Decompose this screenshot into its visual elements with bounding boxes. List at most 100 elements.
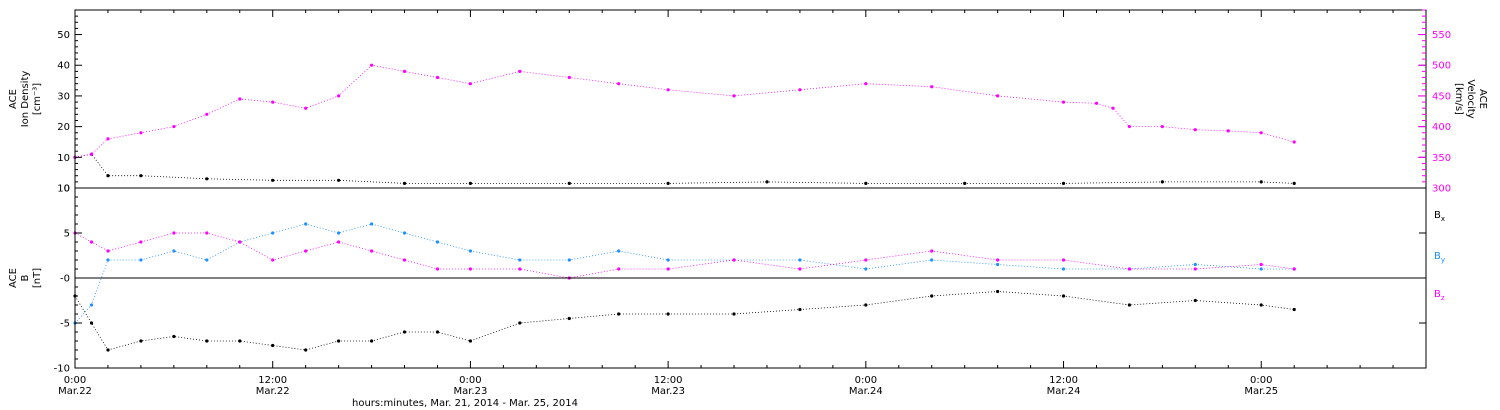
series-1-point [304,106,308,110]
bx-trace [74,291,1295,351]
series-0-point [337,178,341,182]
by-point [518,258,522,262]
time-tick-label: 0:00 [1250,375,1272,386]
date-tick-label: Mar.22 [58,386,92,397]
by-point [666,258,670,262]
series-1-point [666,88,670,92]
bx-point [304,348,308,352]
bx-point [468,339,472,343]
series-0-trace [74,153,1295,184]
by-point [205,258,209,262]
series-1-point [732,94,736,98]
bz-point [518,267,522,271]
bz-point [139,240,143,244]
series-1-point [402,69,407,73]
bz-point [1061,258,1066,262]
legend-entry-bx: Bx [1434,210,1445,223]
time-tick-label: 12:00 [258,375,287,386]
bz-point [666,267,670,271]
b-field-legend: Bx By Bz [1434,210,1445,302]
velocity-tick-label: 550 [1432,30,1451,41]
bz-point [1127,267,1131,271]
bz-point [304,249,308,253]
bx-point [798,307,802,312]
b-field-axis-label-line-1: ACE [8,268,19,288]
date-tick-label: Mar.23 [651,386,685,397]
bottom-panel: -10 -5 -0 5 10 ACE B [nT] Bx By Bz [8,184,1445,375]
bx-point [172,334,176,339]
velocity-axis-label-line-3: [km/s] [1453,83,1464,115]
by-trace [74,223,1295,324]
bx-point [271,343,275,348]
date-tick-label: Mar.22 [256,386,290,397]
b-field-tick-label: 5 [64,229,70,240]
density-tick-label: 50 [57,30,70,41]
top-panel-data-points [73,63,1296,185]
date-tick-label: Mar.24 [1047,386,1081,397]
velocity-tick-label: 400 [1432,122,1451,133]
by-point [337,231,341,235]
density-axis-label-line-2: Ion Density [20,71,31,128]
time-axis-label: hours:minutes, Mar. 21, 2014 - Mar. 25, … [352,398,578,409]
series-1-point [617,82,621,86]
series-1-point [930,85,934,89]
series-1-point [1259,131,1263,135]
series-1-point [172,125,176,129]
series-0-point [402,181,407,185]
by-point [172,249,176,253]
velocity-tick-label: 500 [1432,61,1451,72]
bx-point [238,339,242,343]
time-tick-label: 0:00 [855,375,877,386]
series-1-point [1061,100,1066,104]
date-tick-label: Mar.25 [1244,386,1278,397]
density-axis-label-line-1: ACE [8,89,19,109]
series-1-trace [74,64,1295,158]
velocity-axis-label-line-1: ACE [1477,89,1488,109]
series-0-point [139,174,143,178]
velocity-axis-ticks: 300 350 400 450 500 550 [1418,9,1451,195]
density-tick-label: 10 [57,153,70,164]
by-point [435,240,440,244]
by-point [271,231,275,235]
bz-point [1193,267,1197,271]
series-1-point [89,152,94,156]
velocity-tick-label: 450 [1432,91,1451,102]
density-tick-label: 0 [64,184,70,195]
bx-point [205,339,209,343]
b-field-tick-label: -10 [54,364,70,375]
series-1-point [1127,125,1131,129]
legend-entry-by: By [1434,251,1445,264]
series-1-point [518,69,522,73]
velocity-axis-label-line-2: Velocity [1465,79,1476,118]
by-point [864,267,868,271]
density-tick-label: 30 [57,91,70,102]
bx-point [617,312,621,316]
series-1-point [864,82,868,86]
by-point [370,222,374,226]
bz-point [337,240,341,244]
series-0-point [468,181,472,185]
time-tick-label: 12:00 [654,375,683,386]
series-0-point [765,180,769,184]
bz-point [1259,262,1263,267]
bx-point [1127,303,1131,307]
b-field-tick-label: -0 [60,274,70,285]
bx-point [435,330,440,334]
bz-point [402,258,407,262]
density-axis-label-line-3: [cm⁻³] [32,83,43,115]
bz-point [732,258,736,262]
density-tick-label: 40 [57,61,70,72]
series-1-point [468,82,472,86]
b-field-axis-label-line-2: B [20,274,31,281]
series-0-point [666,181,670,185]
date-tick-label: Mar.23 [453,386,487,397]
time-tick-label: 12:00 [1049,375,1078,386]
series-1-point [1193,128,1197,132]
bx-point [732,312,736,316]
time-tick-label: 0:00 [64,375,86,386]
bz-point [798,267,802,271]
bx-point [1193,298,1197,303]
